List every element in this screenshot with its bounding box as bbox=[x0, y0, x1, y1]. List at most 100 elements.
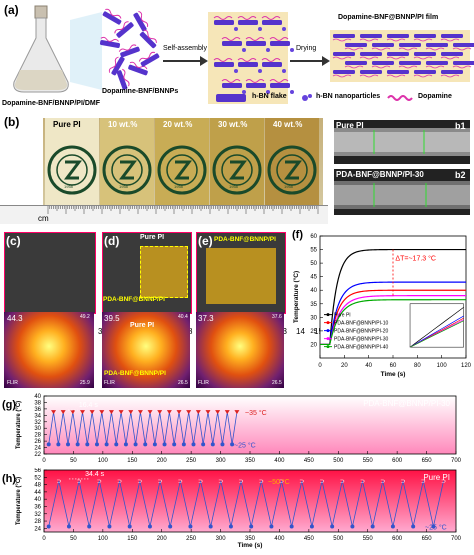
assembly-box bbox=[208, 12, 288, 104]
bn-flake bbox=[441, 52, 463, 56]
y-tick-label: 30 bbox=[34, 426, 41, 432]
dopamine-legend-label: Dopamine bbox=[418, 93, 452, 100]
low-marker bbox=[104, 442, 109, 447]
high-marker bbox=[51, 410, 57, 415]
y-tick-label: 34 bbox=[34, 413, 41, 419]
film-sample-label: 10 wt.% bbox=[108, 120, 138, 129]
y-tick-label: 40 bbox=[310, 288, 317, 294]
high-marker bbox=[118, 410, 124, 415]
film-sample bbox=[155, 118, 209, 208]
x-tick-label: 600 bbox=[392, 536, 403, 542]
panel-e: (e) PDA-BNF@BNNP/PI 37.3 37.6 26.5 FLIR bbox=[194, 230, 288, 390]
legend-label: PDA-BNF@BNNP/PI-30 bbox=[334, 337, 388, 343]
bn-nanoparticle bbox=[258, 27, 262, 31]
seal-year: 1958 bbox=[119, 184, 128, 189]
bn-flake bbox=[214, 20, 234, 25]
low-marker bbox=[143, 442, 148, 447]
flask-icon bbox=[13, 5, 69, 93]
inset-series bbox=[409, 307, 464, 348]
e-flir: FLIR bbox=[198, 380, 209, 386]
x-tick-label: 250 bbox=[186, 458, 197, 464]
ir-image-c bbox=[4, 312, 94, 388]
high-marker bbox=[89, 410, 95, 415]
x-tick-label: 700 bbox=[451, 536, 462, 542]
e-label: PDA-BNF@BNNP/PI bbox=[214, 236, 276, 243]
high-marker bbox=[99, 410, 105, 415]
low-marker bbox=[249, 524, 254, 529]
x-tick-label: 60 bbox=[390, 363, 397, 369]
x-tick-label: 400 bbox=[274, 536, 285, 542]
bn-flake bbox=[360, 34, 382, 38]
high-marker bbox=[79, 410, 85, 415]
low-marker bbox=[350, 524, 355, 529]
bn-flake bbox=[238, 20, 258, 25]
bn-flake bbox=[345, 61, 367, 65]
high-marker: ⊃ bbox=[441, 479, 446, 485]
y-tick-label: 35 bbox=[310, 302, 317, 308]
x-tick-label: 500 bbox=[333, 536, 344, 542]
bn-flake bbox=[262, 62, 282, 67]
low-marker bbox=[370, 524, 375, 529]
y-tick-label: 32 bbox=[34, 420, 41, 426]
bn-nanoparticle bbox=[290, 90, 294, 94]
x-tick-label: 350 bbox=[245, 536, 256, 542]
panel-letter: (h) bbox=[2, 473, 16, 485]
low-marker bbox=[191, 442, 196, 447]
bn-flake bbox=[333, 34, 355, 38]
d-temp-top: 39.5 bbox=[104, 314, 120, 323]
bn-flake bbox=[441, 70, 463, 74]
x-tick-label: 80 bbox=[414, 363, 421, 369]
high-marker bbox=[128, 410, 134, 415]
bn-flake bbox=[214, 62, 234, 67]
ruler-number: 15 bbox=[314, 327, 323, 336]
nano-legend-icon bbox=[302, 95, 308, 101]
panel-a: (a) Dopamine-BNF/BNNP/PI/DMF Dopamine bbox=[0, 0, 474, 113]
y-tick-label: 30 bbox=[310, 315, 317, 321]
self-assembly-label: Self-assembly bbox=[163, 45, 207, 52]
low-marker bbox=[87, 524, 92, 529]
panel-g: 0 50 100 150 200 250 300 350 400 450 500 550 600 650 7… bbox=[0, 392, 474, 468]
chart-title: PDA-BNF@BNNP/PI-30 bbox=[363, 399, 450, 408]
e-temp-min: 26.5 bbox=[272, 380, 282, 386]
high-marker bbox=[186, 410, 192, 415]
x-tick-label: 40 bbox=[365, 363, 372, 369]
low-marker bbox=[162, 442, 167, 447]
bn-flake bbox=[262, 20, 282, 25]
series-line bbox=[320, 295, 467, 346]
y-tick-label: 36 bbox=[34, 407, 41, 413]
x-tick-label: 100 bbox=[98, 458, 109, 464]
x-tick-label: 650 bbox=[422, 458, 433, 464]
y-tick-label: 60 bbox=[310, 234, 317, 240]
high-marker bbox=[224, 410, 230, 415]
panel-d: (d) Pure PI PDA-BNF@BNNP/PI 39.5 Pure PI… bbox=[100, 230, 192, 390]
low-marker bbox=[210, 442, 215, 447]
y-tick-label: 20 bbox=[310, 342, 317, 348]
high-marker bbox=[70, 410, 76, 415]
delta-t-annotation: ΔT=~17.3 °C bbox=[395, 254, 436, 262]
bn-nanoparticle bbox=[258, 69, 262, 73]
film-sample-label: 30 wt.% bbox=[218, 120, 248, 129]
bn-flake bbox=[360, 52, 382, 56]
high-marker bbox=[215, 410, 221, 415]
inset-series bbox=[409, 315, 464, 348]
bn-flake bbox=[387, 34, 409, 38]
panel-c: (c) 44.3 49.2 25.9 FLIR bbox=[0, 230, 98, 390]
bn-flake bbox=[399, 43, 421, 47]
x-tick-label: 0 bbox=[318, 363, 322, 369]
y-axis-label: Temperature (°C) bbox=[292, 271, 300, 323]
panel-b: (b) Pure PI 1958 10 wt.% 1958 20 wt.% 1958 … bbox=[0, 113, 474, 336]
c-flir: FLIR bbox=[7, 380, 18, 386]
bn-flake bbox=[128, 61, 148, 76]
x-tick-label: 20 bbox=[341, 363, 348, 369]
high-marker: ⊃ bbox=[299, 479, 304, 485]
sem-b2 bbox=[334, 169, 470, 215]
high-marker: ⊃ bbox=[360, 479, 365, 485]
high-marker: ⊃ bbox=[218, 479, 223, 485]
c-temp-min: 25.9 bbox=[80, 380, 90, 386]
chart-f-svg: 0 20 40 60 80 100 120 20 25 30 35 40 45 50 55 60 Time (s… bbox=[292, 229, 472, 378]
bn-flake bbox=[133, 10, 149, 32]
high-marker bbox=[234, 410, 240, 415]
b2-label: PDA-BNF@BNNP/PI-30 bbox=[336, 170, 424, 179]
bn-nanoparticle bbox=[266, 48, 270, 52]
low-marker bbox=[147, 524, 152, 529]
